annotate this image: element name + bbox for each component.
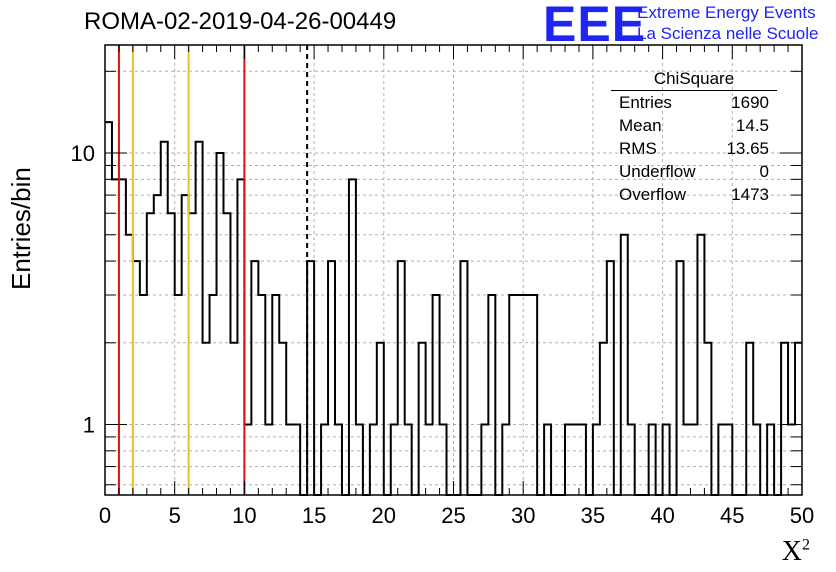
histogram-bin — [419, 343, 426, 495]
histogram-bin — [217, 153, 224, 495]
tick-labels: 0 5 10 15 20 25 30 35 40 45 50 1 10 — [71, 141, 815, 528]
histogram-bin — [168, 213, 175, 495]
histogram-bin — [697, 235, 704, 495]
histogram-bars — [105, 121, 802, 496]
stats-value: 14.5 — [735, 116, 769, 135]
reference-lines — [117, 45, 309, 495]
logo-line-2: La Scienza nelle Scuole — [637, 24, 819, 43]
histogram-bin — [600, 343, 607, 495]
x-tick-label: 50 — [790, 503, 814, 528]
x-tick-label: 0 — [99, 503, 111, 528]
x-tick-label: 30 — [511, 503, 535, 528]
stats-box: ChiSquare Entries 1690 Mean 14.5 RMS 13.65 … — [611, 68, 777, 206]
histogram-bin — [272, 295, 279, 495]
stats-row: Overflow 1473 — [611, 183, 777, 206]
histogram-bin — [530, 295, 537, 495]
stats-row: Underflow 0 — [611, 160, 777, 183]
logo-line-1: Extreme Energy Events — [637, 3, 816, 22]
histogram-bin — [433, 295, 440, 495]
histogram-bin — [126, 235, 133, 495]
histogram-bin — [203, 343, 210, 495]
histogram-bin — [516, 295, 523, 495]
stats-value: 13.65 — [726, 139, 769, 158]
x-tick-label: 40 — [650, 503, 674, 528]
histogram-bin — [175, 295, 182, 495]
stats-row: RMS 13.65 — [611, 137, 777, 160]
y-tick-label: 10 — [71, 141, 95, 166]
histogram-bin — [140, 295, 147, 495]
y-tick-label: 1 — [83, 413, 95, 438]
stats-label: Overflow — [619, 185, 687, 204]
histogram-bin — [377, 343, 384, 495]
histogram-bin — [488, 295, 495, 495]
x-tick-label: 10 — [232, 503, 256, 528]
histogram-bin — [258, 295, 265, 495]
x-tick-label: 15 — [302, 503, 326, 528]
y-axis-label: Entries/bin — [6, 167, 36, 290]
histogram-outline — [105, 121, 802, 496]
stats-label: Underflow — [619, 162, 696, 181]
histogram-bin — [182, 195, 189, 495]
histogram-bin — [328, 261, 335, 495]
histogram-bin — [398, 261, 405, 495]
x-tick-label: 45 — [720, 503, 744, 528]
axis-ticks — [104, 45, 803, 495]
stats-label: RMS — [619, 139, 657, 158]
histogram-bin — [279, 343, 286, 495]
histogram-bin — [677, 261, 684, 495]
histogram-bin — [112, 179, 119, 495]
histogram-bin — [133, 261, 140, 495]
histogram-bin — [795, 343, 802, 495]
histogram-bin — [154, 195, 161, 495]
stats-title: ChiSquare — [611, 68, 777, 91]
chart-title: ROMA-02-2019-04-26-00449 — [84, 8, 397, 35]
histogram-bin — [349, 179, 356, 495]
histogram-bin — [223, 213, 230, 495]
x-tick-label: 5 — [169, 503, 181, 528]
histogram-bin — [509, 295, 516, 495]
x-axis-label: X2 — [782, 536, 810, 568]
histogram-bin — [781, 343, 788, 495]
stats-label: Entries — [619, 93, 672, 112]
histogram-bin — [251, 261, 258, 495]
x-axis-label-base: X — [781, 536, 802, 567]
histogram-bin — [189, 213, 196, 495]
histogram-bin — [230, 343, 237, 495]
histogram-bin — [237, 179, 244, 495]
stats-value: 1473 — [731, 185, 769, 204]
histogram-bin — [105, 122, 112, 495]
grid-lines — [105, 45, 802, 495]
histogram-bin — [210, 295, 217, 495]
histogram-bin — [607, 261, 614, 495]
stats-value: 1690 — [731, 93, 769, 112]
x-tick-label: 35 — [581, 503, 605, 528]
histogram-bin — [460, 261, 467, 495]
histogram-bin — [704, 343, 711, 495]
x-axis-label-sup: 2 — [802, 536, 810, 554]
x-tick-label: 25 — [441, 503, 465, 528]
histogram-bin — [307, 261, 314, 495]
histogram-bin — [621, 235, 628, 495]
histogram-bin — [119, 179, 126, 495]
stats-row: Mean 14.5 — [611, 114, 777, 137]
stats-label: Mean — [619, 116, 662, 135]
histogram-bin — [523, 295, 530, 495]
histogram-bin — [746, 343, 753, 495]
eee-logo: EEE — [543, 0, 647, 52]
stats-row: Entries 1690 — [611, 91, 777, 114]
stats-value: 0 — [759, 162, 769, 181]
histogram-bin — [147, 213, 154, 495]
x-tick-label: 20 — [372, 503, 396, 528]
